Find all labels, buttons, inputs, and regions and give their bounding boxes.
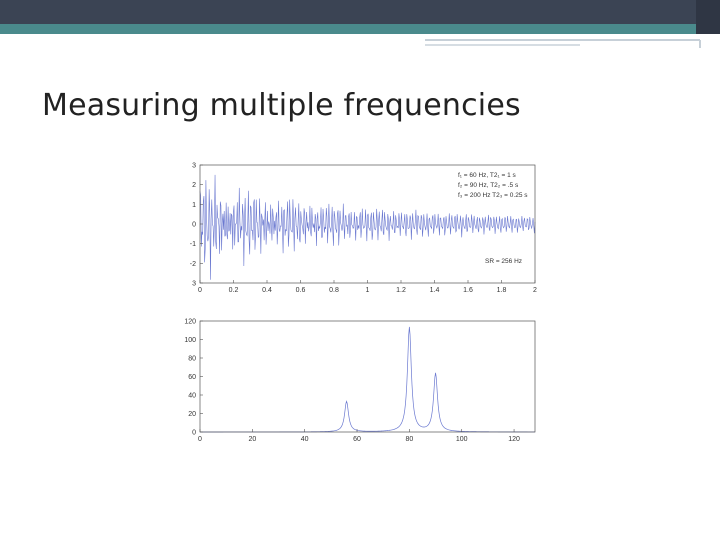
time-y-tick-label: -2 <box>190 261 196 268</box>
freq-plot-frame <box>199 320 536 433</box>
freq-y-tick-label: 40 <box>188 393 196 400</box>
time-y-tick-label: 2 <box>192 182 196 189</box>
time-x-tick-label: 0.8 <box>329 287 339 293</box>
time-x-tick-label: 0.6 <box>296 287 306 293</box>
time-y-tick-label: 3 <box>192 163 196 170</box>
time-x-tick-label: 0.4 <box>262 287 272 293</box>
time-y-tick-label: 3 <box>192 281 196 288</box>
time-signal-line <box>199 174 536 280</box>
freq-y-tick-label: 100 <box>184 337 196 344</box>
header-dark-band <box>0 0 720 24</box>
freq-x-tick-label: 40 <box>301 436 309 443</box>
header-dark-right-block <box>696 0 720 34</box>
time-x-tick-label: 1.6 <box>463 287 473 293</box>
freq-y-tick-label: 20 <box>188 411 196 418</box>
spectrum-line <box>200 326 536 433</box>
freq-y-tick-label: 120 <box>184 319 196 326</box>
time-x-tick-label: 0.2 <box>229 287 239 293</box>
time-x-tick-label: 1.8 <box>497 287 507 293</box>
legend-entry: f₂ = 90 Hz, T2₂ = .5 s <box>458 182 519 189</box>
freq-y-tick-label: 60 <box>188 374 196 381</box>
sample-rate-annotation: SR = 256 Hz <box>485 258 522 265</box>
time-y-tick-label: 0 <box>192 222 196 229</box>
time-x-tick-label: 1 <box>366 287 370 293</box>
time-y-tick-label: 1 <box>192 202 196 209</box>
slide-title: Measuring multiple frequencies <box>42 88 521 123</box>
freq-y-tick-label: 80 <box>188 356 196 363</box>
freq-x-tick-label: 20 <box>248 436 256 443</box>
time-x-tick-label: 2 <box>533 287 537 293</box>
freq-x-tick-label: 60 <box>353 436 361 443</box>
frequency-domain-chart: 0 20 40 60 80 100 120 0 20 40 60 80 100 120 <box>184 319 536 443</box>
header-bar-graphic <box>0 0 720 48</box>
header-teal-band <box>0 24 720 34</box>
time-x-tick-label: 1.2 <box>396 287 406 293</box>
time-y-tick-label: -1 <box>190 241 196 248</box>
time-x-tick-label: 1.4 <box>430 287 440 293</box>
legend-entry: f₃ = 200 Hz T2₃ = 0.25 s <box>458 192 528 199</box>
freq-x-tick-label: 0 <box>198 436 202 443</box>
slide-header-bar <box>0 0 720 48</box>
legend-entry: f₁ = 60 Hz, T2₁ = 1 s <box>458 172 516 179</box>
freq-x-tick-label: 120 <box>508 436 520 443</box>
freq-x-tick-label: 100 <box>456 436 468 443</box>
time-domain-chart: 0 0.2 0.4 0.6 0.8 1 1.2 1.4 1.6 1.8 2 3 -2 -1 0 1 2 3 f₁ … <box>190 163 537 294</box>
freq-y-tick-label: 0 <box>192 430 196 437</box>
freq-x-tick-label: 80 <box>405 436 413 443</box>
time-x-tick-label: 0 <box>198 287 202 293</box>
